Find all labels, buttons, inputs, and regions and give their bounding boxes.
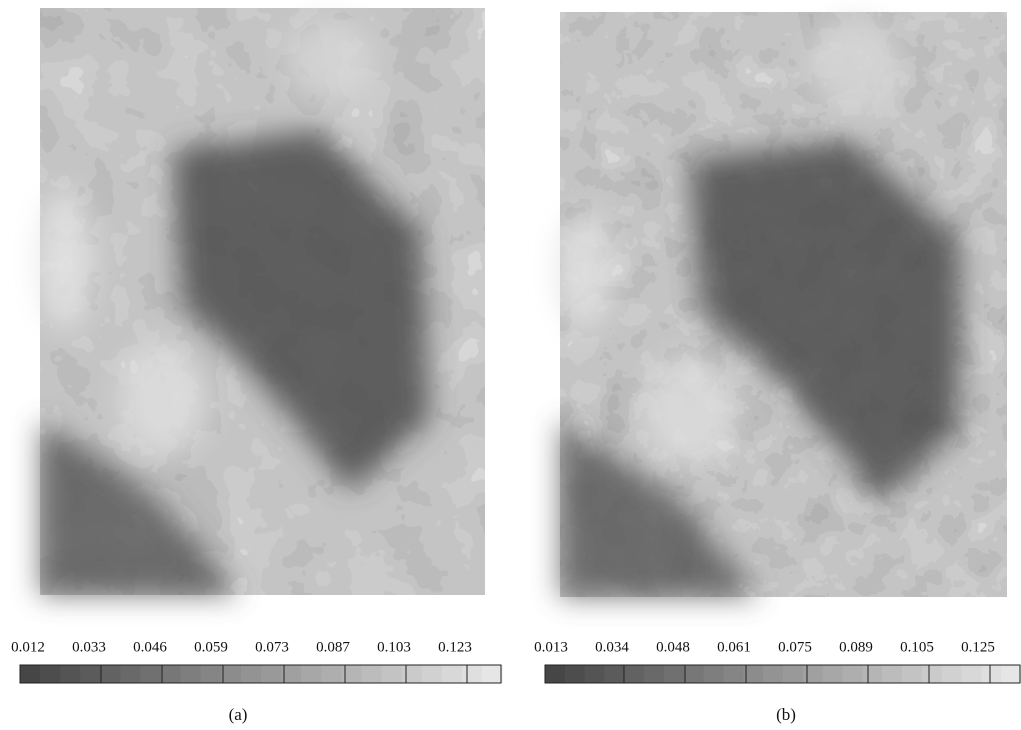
light-patch xyxy=(285,20,375,100)
colorbar-segment xyxy=(684,665,704,683)
colorbar-segment xyxy=(902,665,922,683)
colorbar-segment xyxy=(261,665,282,683)
colorbar-segment xyxy=(100,665,121,683)
colorbar-segment xyxy=(80,665,101,683)
colorbar-tick-label: 0.012 xyxy=(11,639,45,655)
colorbar-tick-label: 0.105 xyxy=(900,639,934,655)
light-patch xyxy=(645,355,735,465)
colorbar-segment xyxy=(161,665,182,683)
colorbar-segment xyxy=(942,665,962,683)
colorbar-segment xyxy=(783,665,803,683)
colorbar-tick-label: 0.034 xyxy=(595,639,629,655)
colorbar-segment xyxy=(763,665,783,683)
colorbar-segment xyxy=(60,665,81,683)
colorbar-segment xyxy=(644,665,664,683)
colorbar-tick-label: 0.087 xyxy=(316,639,350,655)
colorbar-tick-label: 0.103 xyxy=(377,639,411,655)
colorbar-tick-label: 0.059 xyxy=(194,639,228,655)
colorbar-tick-label: 0.075 xyxy=(778,639,812,655)
colorbar-segment xyxy=(341,665,362,683)
colorbar-segment xyxy=(120,665,141,683)
map-a xyxy=(37,8,485,595)
colorbar-segment xyxy=(585,665,605,683)
colorbar-tick-label: 0.061 xyxy=(717,639,751,655)
colorbar-tick-label: 0.033 xyxy=(72,639,106,655)
colorbar-segment xyxy=(382,665,403,683)
colorbar-segment xyxy=(724,665,744,683)
colorbar-segment xyxy=(862,665,882,683)
colorbar-segment xyxy=(40,665,61,683)
light-patch xyxy=(37,190,93,330)
colorbar-segment xyxy=(545,665,565,683)
colorbar-segment xyxy=(321,665,342,683)
colorbar-segment xyxy=(843,665,863,683)
panel-label: (a) xyxy=(229,705,248,724)
colorbar-segment xyxy=(605,665,625,683)
colorbar-segment xyxy=(823,665,843,683)
colorbar-segment xyxy=(1001,665,1021,683)
colorbar-segment xyxy=(241,665,262,683)
colorbar-segment xyxy=(882,665,902,683)
colorbar-segment xyxy=(442,665,463,683)
colorbar-segment xyxy=(20,665,41,683)
colorbar-segment xyxy=(704,665,724,683)
colorbar-segment xyxy=(922,665,942,683)
colorbar-segment xyxy=(664,665,684,683)
colorbar-segment xyxy=(981,665,1001,683)
map-b xyxy=(557,12,1007,597)
colorbar-segment xyxy=(482,665,503,683)
colorbar-segment xyxy=(301,665,322,683)
colorbar-segment xyxy=(141,665,162,683)
colorbar-segment xyxy=(962,665,982,683)
colorbar-tick-label: 0.073 xyxy=(255,639,289,655)
colorbar-tick-label: 0.046 xyxy=(133,639,167,655)
colorbar-tick-label: 0.048 xyxy=(656,639,690,655)
colorbar-tick-label: 0.125 xyxy=(961,639,995,655)
colorbar-segment xyxy=(221,665,242,683)
colorbar-segment xyxy=(361,665,382,683)
light-patch xyxy=(120,345,210,455)
colorbar-tick-label: 0.089 xyxy=(839,639,873,655)
colorbar-segment xyxy=(201,665,222,683)
panel-label: (b) xyxy=(776,705,796,724)
colorbar-tick-label: 0.123 xyxy=(438,639,472,655)
colorbar-segment xyxy=(402,665,423,683)
figure: (a) (b) 0.012 0.033 0.046 0.059 0.073 0.087 0.… xyxy=(0,0,1021,730)
light-patch xyxy=(557,210,613,330)
colorbar-segment xyxy=(624,665,644,683)
colorbar-segment xyxy=(462,665,483,683)
colorbar-segment xyxy=(422,665,443,683)
light-patch xyxy=(810,20,900,110)
colorbar-segment xyxy=(803,665,823,683)
colorbar-segment xyxy=(565,665,585,683)
colorbar-tick-label: 0.013 xyxy=(534,639,568,655)
colorbar-segment xyxy=(181,665,202,683)
